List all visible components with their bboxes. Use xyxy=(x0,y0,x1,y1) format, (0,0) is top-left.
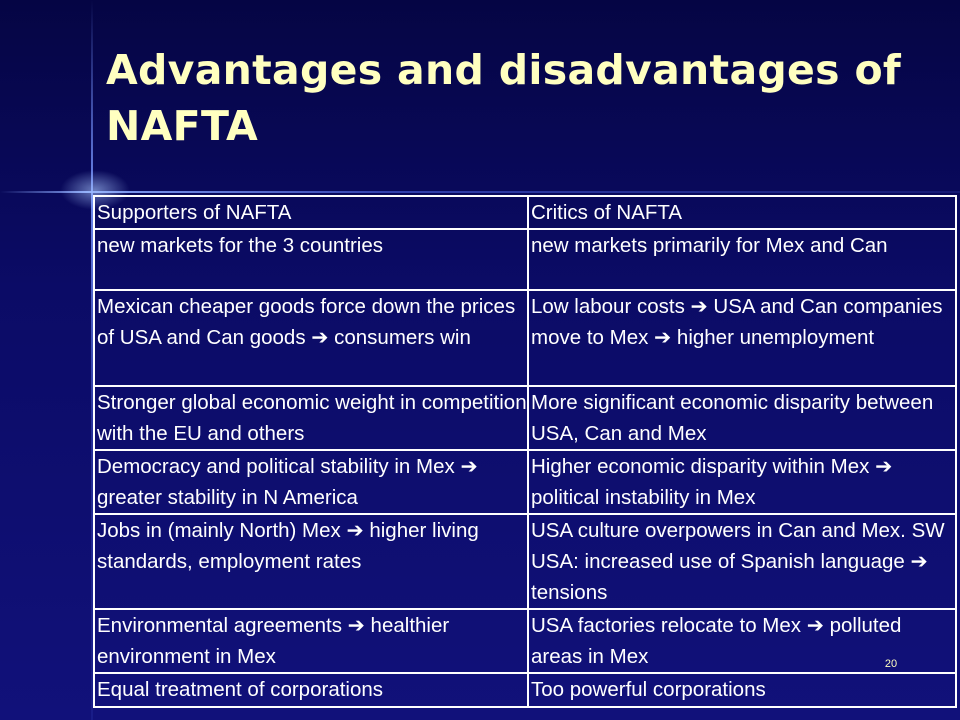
supporter-cell: new markets for the 3 countries xyxy=(93,228,529,291)
table-row: Jobs in (mainly North) Mex ➔ higher livi… xyxy=(93,513,957,610)
table-row: Environmental agreements ➔ healthier env… xyxy=(93,608,957,674)
critic-cell: Too powerful corporations xyxy=(527,672,957,708)
slide-title: Advantages and disadvantages of NAFTA xyxy=(106,46,902,150)
supporter-cell: Jobs in (mainly North) Mex ➔ higher livi… xyxy=(93,513,529,610)
critic-cell: Low labour costs ➔ USA and Can companies… xyxy=(527,289,957,387)
critic-cell: Higher economic disparity within Mex ➔ p… xyxy=(527,449,957,515)
header-supporters: Supporters of NAFTA xyxy=(93,195,529,230)
critic-cell: new markets primarily for Mex and Can xyxy=(527,228,957,291)
supporter-cell: Stronger global economic weight in compe… xyxy=(93,385,529,451)
header-critics: Critics of NAFTA xyxy=(527,195,957,230)
table-row: new markets for the 3 countries new mark… xyxy=(93,228,957,291)
page-number: 20 xyxy=(884,658,898,670)
table-row: Stronger global economic weight in compe… xyxy=(93,385,957,451)
supporter-cell: Equal treatment of corporations xyxy=(93,672,529,708)
critic-cell: USA factories relocate to Mex ➔ polluted… xyxy=(527,608,957,674)
table-row: Equal treatment of corporations Too powe… xyxy=(93,672,957,708)
critic-cell: USA culture overpowers in Can and Mex. S… xyxy=(527,513,957,610)
supporter-cell: Environmental agreements ➔ healthier env… xyxy=(93,608,529,674)
critic-cell: More significant economic disparity betw… xyxy=(527,385,957,451)
supporter-cell: Democracy and political stability in Mex… xyxy=(93,449,529,515)
table-header-row: Supporters of NAFTA Critics of NAFTA xyxy=(93,195,957,230)
nafta-comparison-table: Supporters of NAFTA Critics of NAFTA new… xyxy=(93,195,957,708)
table-row: Mexican cheaper goods force down the pri… xyxy=(93,289,957,387)
decorative-horizontal-line xyxy=(0,191,960,193)
decorative-vertical-line xyxy=(91,0,93,720)
table-row: Democracy and political stability in Mex… xyxy=(93,449,957,515)
supporter-cell: Mexican cheaper goods force down the pri… xyxy=(93,289,529,387)
